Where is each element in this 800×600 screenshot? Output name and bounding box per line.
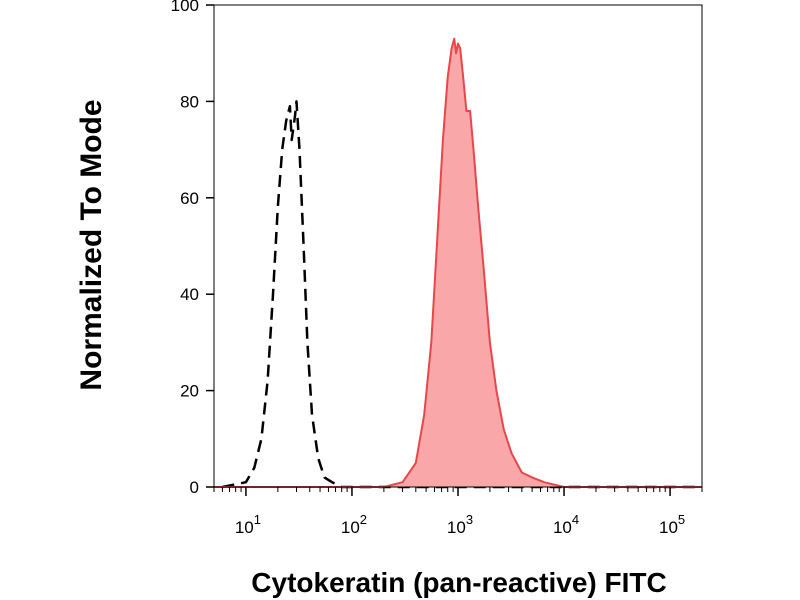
x-tick-label: 105 [659,512,685,537]
y-tick-label: 60 [180,189,199,208]
y-tick-label: 0 [190,478,199,497]
y-tick-label: 80 [180,92,199,111]
x-tick-label: 103 [447,512,473,537]
x-axis-title: Cytokeratin (pan-reactive) FITC [251,567,666,598]
x-tick-label: 102 [341,512,367,537]
axes: 0 20 40 60 80 100 101 102 103 104 105 [171,0,703,537]
x-tick-label: 104 [553,512,579,537]
y-tick-label: 100 [171,0,199,15]
series-1-fill [214,38,702,487]
y-tick-label: 20 [180,382,199,401]
y-axis-title: Normalized To Mode [75,99,108,390]
x-tick-label: 101 [235,512,261,537]
series-0-line [222,100,702,489]
y-tick-label: 40 [180,285,199,304]
series-1-line [214,37,702,488]
plot-area [214,37,702,489]
